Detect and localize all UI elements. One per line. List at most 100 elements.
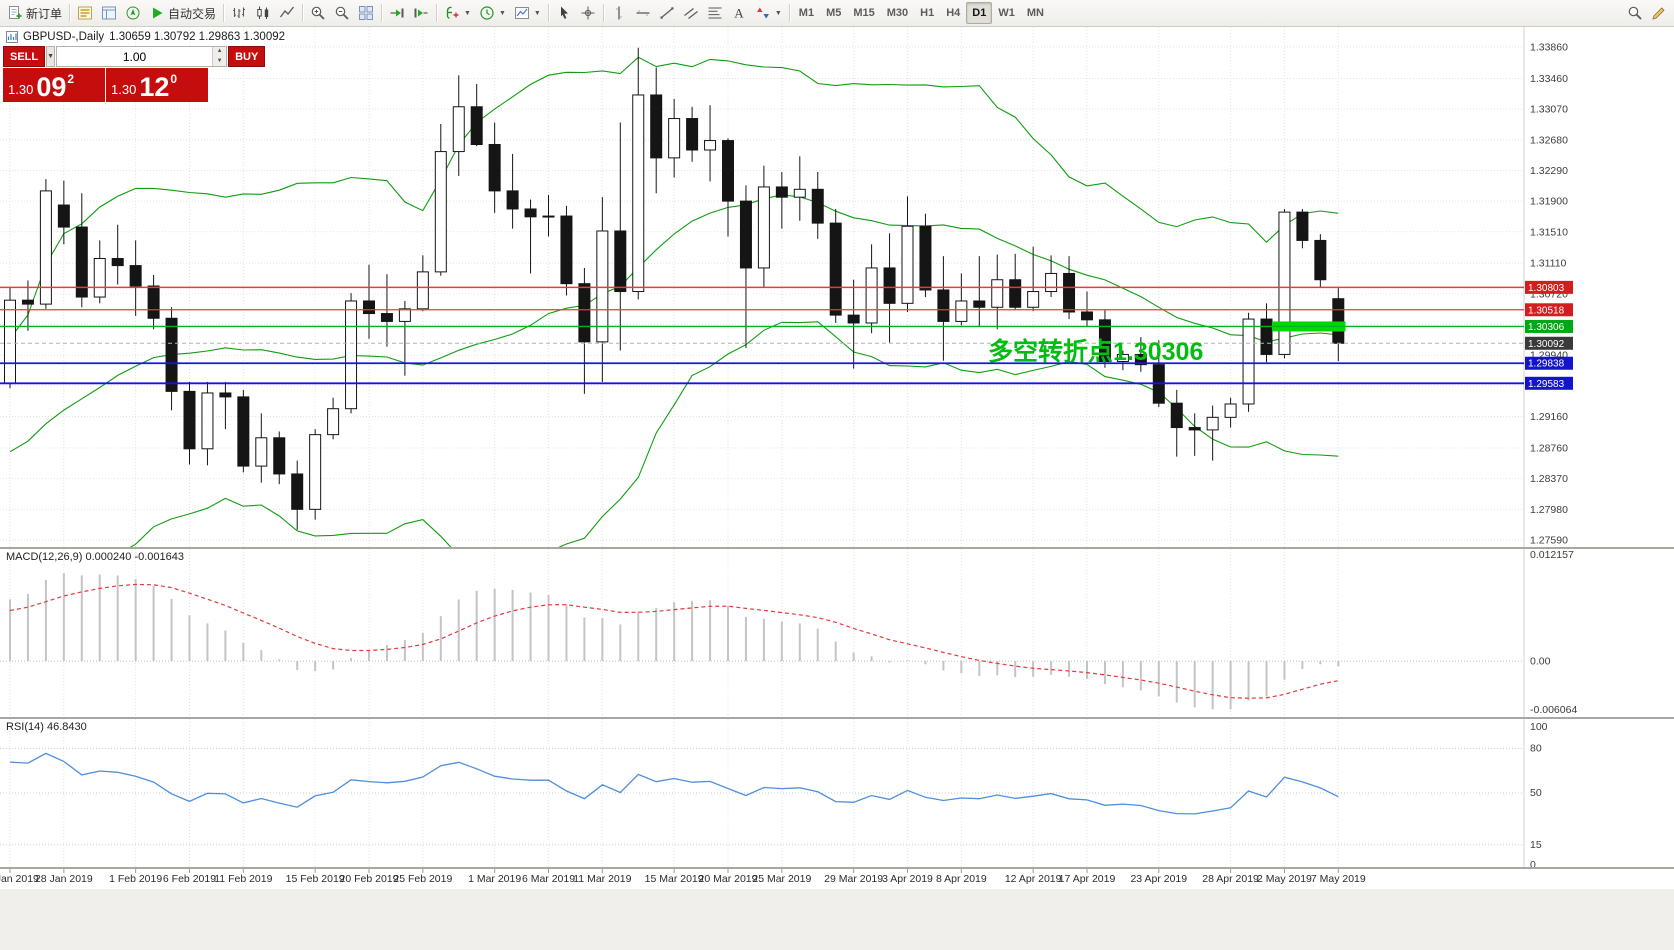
horizontal-line-button[interactable] (631, 2, 655, 24)
tf-h1-button[interactable]: H1 (914, 2, 940, 24)
candle (847, 279, 860, 369)
search-icon (1628, 6, 1642, 20)
volume-spinner: ▲ ▼ (212, 47, 227, 66)
tf-m5-button[interactable]: M5 (820, 2, 847, 24)
tf-h4-button-label: H4 (946, 7, 961, 19)
price-tag[interactable]: 1.30092 (1525, 336, 1573, 350)
navigator-button[interactable] (121, 2, 145, 24)
trendline-button[interactable] (655, 2, 679, 24)
candle (973, 256, 986, 327)
quick-note-button[interactable] (1647, 2, 1671, 24)
chart-symbol-period: GBPUSD-,Daily (23, 31, 105, 43)
zoom-in-button[interactable] (306, 2, 330, 24)
pane-divider[interactable] (0, 547, 1674, 549)
price-axis-label: 1.27980 (1530, 504, 1568, 516)
candle (1045, 255, 1058, 298)
volume-up-button[interactable]: ▲ (213, 47, 227, 57)
channel-button[interactable] (679, 2, 703, 24)
chart-icon (6, 31, 18, 43)
pane-divider[interactable] (0, 867, 1674, 869)
candle (452, 75, 465, 176)
auto-scroll-button[interactable] (385, 2, 409, 24)
candle (345, 293, 358, 414)
cursor-button[interactable] (552, 2, 576, 24)
text-button[interactable]: A (727, 2, 751, 24)
line-chart-button[interactable] (275, 2, 299, 24)
rsi-axis-label: 0 (1530, 859, 1536, 871)
arrows-icon (756, 7, 769, 19)
data-window-button[interactable] (97, 2, 121, 24)
price-tag[interactable]: 1.29838 (1525, 356, 1573, 370)
candle (704, 105, 717, 182)
sell-price-tile[interactable]: 1.30 09 2 (3, 68, 105, 102)
periods-button[interactable]: ▼ (475, 2, 510, 24)
bollinger-middle-band (9, 194, 1339, 453)
macd-axis-label: 0.012157 (1530, 549, 1574, 561)
crosshair-icon (581, 6, 595, 20)
macd-axis-label: 0.00 (1530, 656, 1551, 668)
toolbar-separator (223, 4, 225, 22)
svg-text:A: A (734, 6, 744, 21)
bar-chart-button[interactable] (227, 2, 251, 24)
toolbar-group (552, 2, 600, 24)
tile-windows-button[interactable] (354, 2, 378, 24)
chart-text-annotation[interactable]: 多空转折点1.30306 (988, 338, 1204, 366)
buy-price-big: 12 (139, 71, 170, 102)
toolbar-separator (381, 4, 383, 22)
order-type-dropdown[interactable]: ▼ (46, 46, 56, 67)
svg-text:1.30518: 1.30518 (1528, 305, 1565, 316)
volume-down-button[interactable]: ▼ (213, 56, 227, 66)
templates-button[interactable]: ▼ (510, 2, 545, 24)
candle (219, 381, 232, 430)
bollinger-bands (9, 56, 1339, 547)
buy-price-tile[interactable]: 1.30 12 0 (106, 68, 208, 102)
candlestick-chart-button[interactable] (251, 2, 275, 24)
shift-icon (414, 8, 428, 18)
crosshair-button[interactable] (576, 2, 600, 24)
volume-stepper: ▲ ▼ (56, 46, 228, 67)
candle (1242, 312, 1255, 412)
price-tag[interactable]: 1.30306 (1525, 319, 1573, 333)
autotrading-button[interactable]: 自动交易 (145, 2, 220, 24)
chart-shift-button[interactable] (409, 2, 433, 24)
new-order-button-label: 新订单 (26, 6, 63, 21)
search-button[interactable] (1623, 2, 1647, 24)
price-axis-label: 1.31900 (1530, 196, 1568, 208)
candle (416, 255, 429, 312)
sell-button[interactable]: SELL (3, 46, 46, 67)
vertical-line-button[interactable] (607, 2, 631, 24)
tf-m15-button[interactable]: M15 (847, 2, 880, 24)
cursor-icon (560, 6, 568, 19)
tf-mn-button[interactable]: MN (1021, 2, 1050, 24)
tf-d1-button[interactable]: D1 (966, 2, 993, 24)
volume-input[interactable] (57, 47, 213, 66)
date-axis-label: 25 Mar 2019 (752, 873, 811, 885)
candle (488, 122, 501, 213)
new-order-button[interactable]: 新订单 (3, 2, 66, 24)
buy-button[interactable]: BUY (228, 46, 266, 67)
bollinger-upper-band (9, 56, 1339, 339)
price-tag[interactable]: 1.30518 (1525, 303, 1573, 317)
candle (919, 213, 932, 298)
chart-ohlc-values: 1.30659 1.30792 1.29863 1.30092 (109, 31, 286, 43)
candle (4, 287, 16, 389)
fibonacci-button[interactable] (703, 2, 727, 24)
price-tag[interactable]: 1.29583 (1525, 376, 1573, 390)
clock-icon (480, 6, 494, 20)
date-axis-label: 6 Mar 2019 (522, 873, 575, 885)
pane-divider[interactable] (0, 717, 1674, 719)
candle (901, 196, 914, 312)
tf-h4-button[interactable]: H4 (940, 2, 966, 24)
tf-w1-button[interactable]: W1 (992, 2, 1021, 24)
price-tag[interactable]: 1.30803 (1525, 280, 1573, 294)
market-watch-button[interactable] (73, 2, 97, 24)
arrows-button[interactable]: ▼ (751, 2, 786, 24)
candle (165, 307, 178, 411)
zoom-out-button[interactable] (330, 2, 354, 24)
candles-icon (257, 6, 269, 19)
tf-m1-button[interactable]: M1 (793, 2, 820, 24)
macd-signal-line (9, 583, 1339, 699)
tf-m30-button[interactable]: M30 (881, 2, 914, 24)
indicators-button[interactable]: ▼ (440, 2, 475, 24)
